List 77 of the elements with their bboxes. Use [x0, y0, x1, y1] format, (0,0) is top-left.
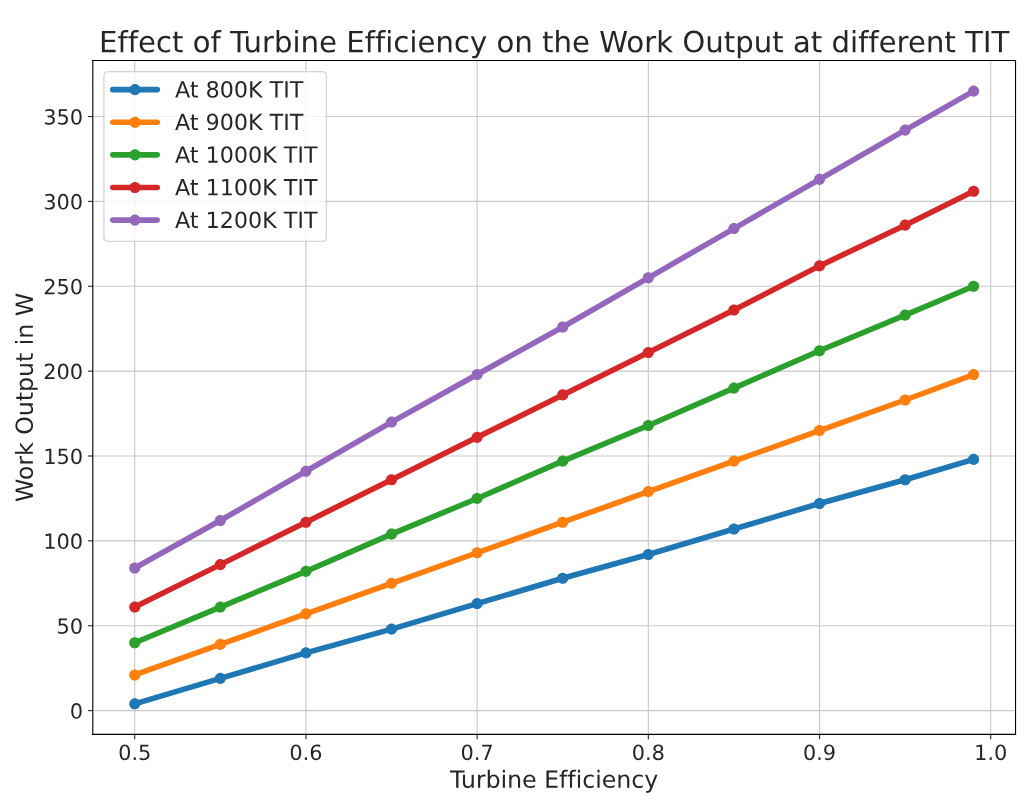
point: [968, 453, 980, 465]
point: [471, 368, 483, 381]
point: [557, 572, 569, 584]
point: [968, 185, 980, 197]
point: [385, 577, 398, 589]
point: [214, 638, 226, 650]
point: [899, 219, 911, 231]
point: [728, 304, 740, 316]
x-tick-label: 0.8: [633, 744, 664, 761]
point: [899, 474, 911, 486]
point: [968, 368, 980, 381]
point: [385, 474, 398, 486]
y-tick-label: 150: [45, 448, 82, 465]
y-tick-label: 300: [44, 193, 82, 210]
x-tick-label: 0.6: [290, 744, 322, 761]
point: [813, 173, 826, 185]
chart-title: Effect of Turbine Efficiency on the Work Output at different TIT: [101, 30, 1010, 59]
x-tick-label: 0.7: [461, 744, 492, 761]
point: [129, 637, 141, 649]
point: [300, 608, 312, 620]
point: [129, 669, 141, 681]
point: [557, 516, 569, 528]
point: [471, 431, 483, 443]
y-tick-label: 250: [44, 278, 82, 295]
point: [471, 598, 483, 610]
legend-label: At 1100K TIT: [175, 178, 318, 196]
point: [813, 424, 826, 437]
legend-label: At 800K TIT: [175, 80, 304, 98]
x-tick-label: 0.5: [119, 744, 150, 761]
point: [968, 85, 980, 97]
point: [728, 223, 740, 235]
point: [968, 280, 980, 292]
legend-label: At 1000K TIT: [175, 146, 318, 163]
point: [214, 672, 226, 684]
legend-label: At 900K TIT: [175, 113, 304, 131]
point: [300, 465, 312, 477]
point: [813, 345, 826, 357]
point: [899, 394, 911, 406]
y-tick-label: 50: [58, 618, 82, 634]
point: [129, 698, 141, 710]
point: [557, 455, 569, 467]
point: [214, 559, 226, 571]
point: [214, 514, 226, 527]
y-tick-label: 200: [44, 363, 82, 380]
point: [557, 321, 569, 333]
x-axis-title: Turbine Efficiency: [450, 769, 658, 793]
point: [129, 562, 141, 574]
point: [471, 492, 483, 504]
point: [642, 346, 654, 359]
point: [300, 516, 312, 528]
point: [300, 647, 312, 659]
point: [899, 124, 911, 136]
x-tick-label: 0.9: [804, 744, 835, 761]
point: [471, 547, 483, 559]
point: [129, 601, 141, 613]
point: [642, 272, 654, 284]
legend-label: At 1200K TIT: [175, 211, 318, 229]
y-axis-title: Work Output in W: [14, 293, 38, 502]
y-tick-label: 350: [44, 108, 82, 125]
point: [642, 486, 654, 498]
x-tick-label: 1.0: [976, 744, 1006, 761]
point: [813, 260, 826, 272]
point: [899, 309, 911, 321]
y-tick-label: 100: [45, 533, 82, 550]
point: [300, 565, 312, 577]
point: [728, 455, 740, 467]
point: [385, 528, 398, 540]
point: [728, 382, 740, 394]
point: [385, 416, 398, 428]
point: [813, 497, 826, 510]
point: [728, 523, 740, 535]
point: [385, 623, 398, 635]
y-tick-label: 0: [71, 703, 82, 719]
point: [214, 601, 226, 613]
point: [642, 548, 654, 561]
point: [557, 389, 569, 401]
point: [642, 419, 654, 432]
